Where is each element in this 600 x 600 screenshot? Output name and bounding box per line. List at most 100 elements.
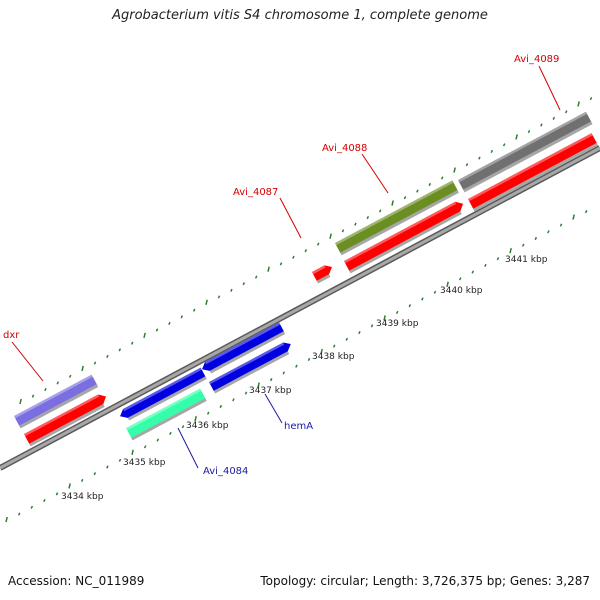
gene-avi4084-highlight — [126, 388, 202, 431]
tick-mark — [564, 110, 568, 114]
tick-mark — [205, 299, 208, 305]
tick-mark — [391, 200, 394, 206]
cds-avi4088-highlight — [344, 201, 457, 264]
gene-label-dxr[interactable]: dxr — [3, 330, 20, 341]
tick-mark — [453, 167, 456, 173]
tick-mark — [282, 371, 286, 375]
tick-mark — [155, 328, 159, 332]
tick-mark — [354, 222, 357, 226]
avi4084-leader-line — [177, 427, 199, 469]
tick-mark — [320, 348, 323, 355]
scale-label: 3435 kbp — [123, 458, 166, 468]
hemA-leader-line — [264, 393, 283, 424]
tick-mark — [540, 123, 543, 127]
tick-mark — [19, 398, 22, 405]
tick-mark — [31, 394, 35, 398]
gene-avi4084-shade — [131, 398, 207, 441]
scale-ticks — [5, 210, 588, 523]
cds-avi4088-shade — [349, 211, 462, 274]
scale-label: 3438 kbp — [312, 352, 355, 362]
gene-label-hemA[interactable]: hemA — [284, 421, 313, 432]
tick-mark — [254, 275, 258, 279]
tick-mark — [242, 282, 246, 286]
tick-mark — [292, 255, 295, 259]
tick-mark — [589, 96, 593, 101]
gene-avi4089 — [458, 111, 593, 193]
tick-mark — [358, 331, 361, 335]
cds-avi4087-highlight — [312, 265, 326, 275]
gene-blue-1-shade — [127, 376, 207, 421]
tick-mark — [194, 416, 197, 422]
genome-summary-text: Topology: circular; Length: 3,726,375 bp… — [260, 574, 590, 588]
tick-mark — [269, 378, 273, 382]
cds-avi4087-body — [312, 265, 332, 281]
tick-mark — [219, 404, 223, 409]
gene-blue-1-highlight — [123, 367, 202, 412]
tick-mark — [440, 176, 444, 180]
tick-mark — [345, 337, 349, 341]
tick-mark — [304, 249, 308, 253]
tick-mark — [416, 189, 419, 193]
tick-mark — [118, 348, 122, 352]
cds-dxr-body — [24, 394, 106, 444]
gene-hemA-body — [209, 342, 291, 391]
gene-features — [14, 111, 599, 447]
tick-mark — [118, 458, 122, 462]
gene-blue-1 — [120, 367, 207, 421]
tick-mark — [169, 431, 172, 435]
tick-mark — [378, 209, 382, 213]
gene-blue-2-highlight — [205, 322, 281, 365]
tick-mark — [181, 425, 185, 429]
tick-mark — [307, 357, 311, 362]
tick-mark — [428, 182, 432, 187]
tick-mark — [55, 492, 59, 496]
tick-mark — [156, 438, 160, 442]
tick-mark — [93, 361, 97, 365]
gene-label-avi4084[interactable]: Avi_4084 — [203, 466, 248, 477]
gene-label-avi4089[interactable]: Avi_4089 — [514, 54, 559, 65]
tick-mark — [341, 229, 345, 233]
tick-mark — [5, 516, 8, 523]
tick-mark — [478, 156, 481, 160]
tick-mark — [458, 277, 462, 281]
tick-mark — [80, 478, 84, 483]
gene-label-avi4088[interactable]: Avi_4088 — [322, 143, 367, 154]
tick-mark — [244, 391, 248, 395]
tick-mark — [93, 472, 97, 476]
tick-mark — [433, 290, 437, 294]
scale-label: 3434 kbp — [61, 492, 104, 502]
tick-mark — [230, 288, 233, 292]
gene-hemA-highlight — [209, 342, 285, 385]
gene-avi4084-body — [126, 388, 206, 438]
tick-mark — [496, 257, 500, 261]
tick-mark — [68, 374, 72, 378]
tick-mark — [232, 398, 235, 402]
tick-mark — [192, 308, 196, 312]
tick-mark — [584, 210, 588, 214]
forward-strand-ticks — [19, 96, 593, 405]
gene-blue-2-body — [202, 322, 284, 371]
scale-label: 3437 kbp — [249, 386, 292, 396]
tick-mark — [534, 236, 538, 241]
tick-mark — [502, 143, 506, 147]
gene-avi4088-shade — [340, 190, 459, 256]
tick-mark — [403, 196, 407, 200]
scale-label: 3436 kbp — [186, 421, 229, 431]
tick-mark — [395, 310, 399, 315]
gene-blue-2 — [202, 322, 286, 374]
tick-mark — [446, 281, 449, 287]
gene-avi4088-highlight — [335, 180, 454, 246]
cds-dxr-shade — [29, 404, 105, 447]
tick-mark — [421, 297, 424, 301]
tick-mark — [515, 134, 518, 140]
cds-dxr-highlight — [24, 394, 100, 437]
tick-mark — [30, 505, 34, 509]
tick-mark — [106, 465, 109, 469]
tick-mark — [43, 499, 46, 503]
tick-mark — [143, 445, 147, 449]
tick-mark — [329, 233, 332, 239]
gene-label-avi4087[interactable]: Avi_4087 — [233, 187, 278, 198]
scale-label: 3441 kbp — [505, 255, 548, 265]
tick-mark — [370, 324, 374, 328]
chromosome-backbone — [0, 145, 600, 471]
